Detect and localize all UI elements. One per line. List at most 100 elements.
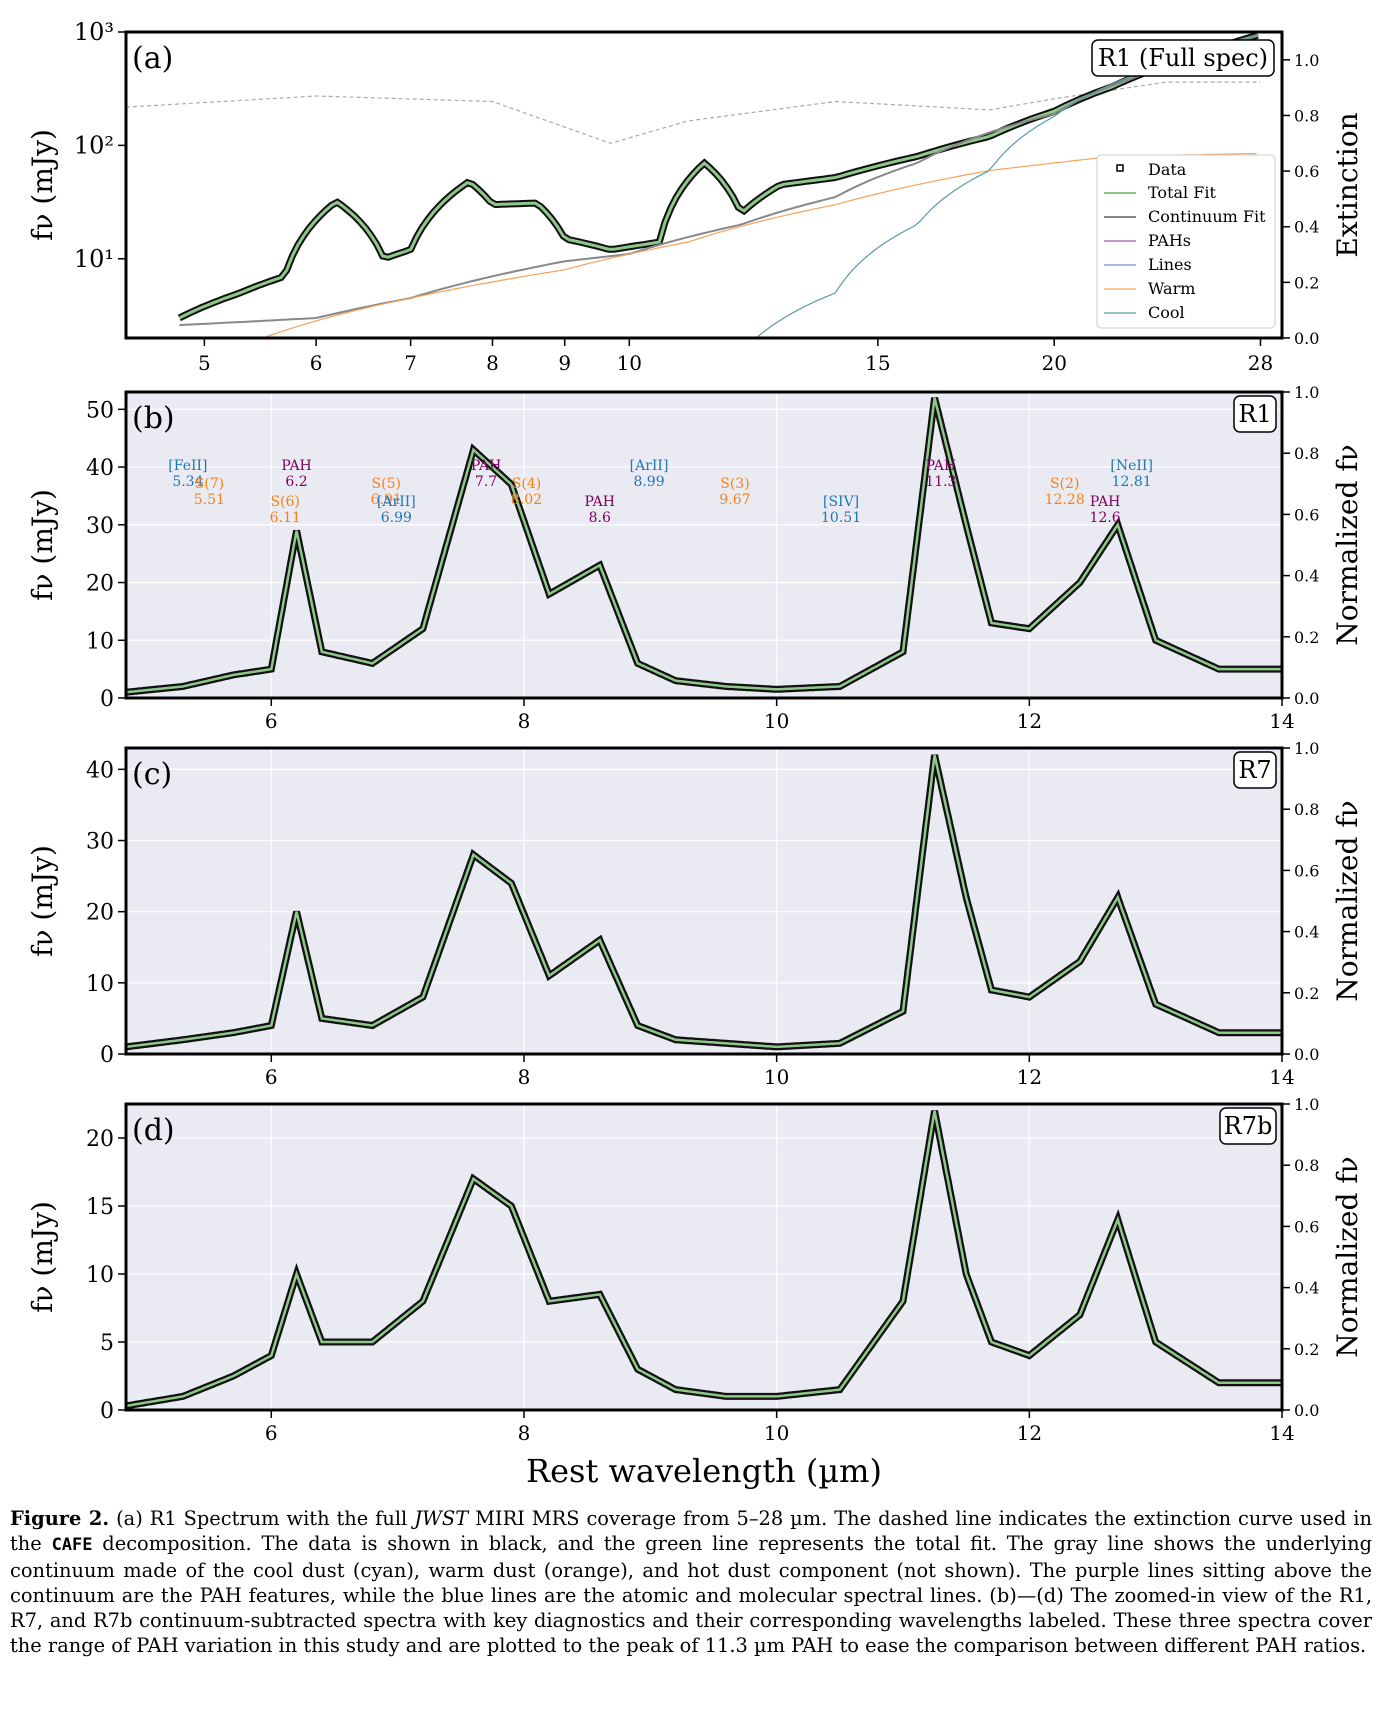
x-tick-label: 5 [198, 351, 211, 375]
legend-data-marker [1116, 164, 1124, 172]
total-fit-line [125, 754, 1282, 1049]
figure: (a) R1 (Full spec) fν (mJy) Extinction 5… [26, 18, 1364, 1490]
y-tick-label: 20 [86, 572, 114, 597]
caption-text: decomposition. The data is shown in blac… [10, 1532, 1372, 1657]
total-fit-line [125, 397, 1282, 694]
y2-tick-label: 0.2 [1294, 1340, 1319, 1359]
y2-axis-label: Normalized fν [1331, 800, 1364, 1001]
y2-tick-label: 0.0 [1294, 329, 1319, 348]
legend-item: Total Fit [1148, 183, 1216, 202]
caption-cafe: CAFE [51, 1535, 93, 1555]
legend-item: Lines [1148, 255, 1192, 274]
annotation-name: S(5) [372, 476, 401, 492]
panel-label: (b) [132, 401, 175, 436]
x-tick-label: 14 [1269, 709, 1294, 733]
annotation-wavelength: 12.28 [1045, 492, 1085, 508]
x-tick-label: 9 [558, 351, 571, 375]
y-tick-label: 10 [86, 972, 114, 997]
panel-b: (b) R1 fν (mJy) Normalized fν 6 8 10 12 14 0 1… [26, 383, 1364, 733]
figure-caption: Figure 2. (a) R1 Spectrum with the full … [10, 1506, 1372, 1658]
y-tick-label: 15 [86, 1195, 114, 1220]
x-tick-label: 15 [865, 351, 890, 375]
y2-axis-label: Normalized fν [1331, 444, 1364, 645]
x-tick-label: 6 [265, 1065, 278, 1089]
y-tick-label: 0 [100, 1399, 114, 1424]
plot-b-area [125, 392, 1282, 699]
annotation-wavelength: 6.99 [381, 510, 412, 526]
x-tick-label: 8 [486, 351, 499, 375]
annotation-name: S(4) [512, 476, 541, 492]
series-line [262, 152, 1257, 339]
annotation-name: [FeII] [168, 458, 207, 474]
annotation-name: S(3) [720, 476, 749, 492]
y2-tick-label: 1.0 [1294, 739, 1319, 758]
x-tick-label: 12 [1017, 1065, 1042, 1089]
x-tick-label: 6 [265, 709, 278, 733]
annotation-wavelength: 11.3 [925, 474, 956, 490]
caption-text: MIRI MRS coverage from 5–28 µm. The dash… [10, 1507, 1372, 1555]
y-axis-label: fν (mJy) [26, 129, 59, 241]
y-axis-label: fν (mJy) [26, 1201, 59, 1313]
annotation-wavelength: 6.91 [371, 492, 402, 508]
annotation-wavelength: 12.6 [1090, 510, 1121, 526]
axis-ticks-a: 5 6 7 8 9 10 15 20 28 10¹ 10² 10³ 0.0 0.2 0.4 0.6 0.8 1.0 [74, 18, 1320, 375]
total-fit-line [125, 1110, 1282, 1408]
x-tick-label: 20 [1041, 351, 1066, 375]
annotation-wavelength: 6.11 [270, 510, 301, 526]
x-tick-label: 7 [404, 351, 417, 375]
y2-tick-label: 0.4 [1294, 567, 1319, 586]
annotation-wavelength: 5.51 [194, 492, 225, 508]
annotation-name: PAH [471, 458, 501, 474]
y2-tick-label: 0.6 [1294, 861, 1319, 880]
y-axis-label: fν (mJy) [26, 489, 59, 601]
panel-d: (d) R7b fν (mJy) Normalized fν 6 8 10 12 140… [26, 1095, 1364, 1445]
annotation-wavelength: 6.2 [285, 474, 307, 490]
annotation-wavelength: 10.51 [821, 510, 861, 526]
annotation-name: PAH [585, 494, 615, 510]
y2-tick-label: 0.2 [1294, 628, 1319, 647]
annotation-name: PAH [926, 458, 956, 474]
y-tick-label: 10 [86, 1263, 114, 1288]
caption-label: Figure 2. [10, 1507, 110, 1530]
x-tick-label: 8 [518, 1421, 531, 1445]
panel-tag: R1 (Full spec) [1098, 44, 1268, 72]
annotation-name: S(2) [1050, 476, 1079, 492]
y-tick-label: 0 [100, 1043, 114, 1068]
x-tick-label: 10 [764, 1421, 789, 1445]
y-tick-label: 30 [86, 830, 114, 855]
y2-tick-label: 0.0 [1294, 1045, 1319, 1064]
annotation-name: PAH [1090, 494, 1120, 510]
x-tick-label: 6 [265, 1421, 278, 1445]
panel-label: (a) [132, 41, 173, 76]
y2-tick-label: 0.8 [1294, 1156, 1319, 1175]
annotation-wavelength: 7.7 [475, 474, 497, 490]
legend-item: PAHs [1148, 231, 1191, 250]
y2-tick-label: 0.0 [1294, 1401, 1319, 1420]
y2-tick-label: 0.8 [1294, 106, 1319, 125]
y-tick-label: 40 [86, 456, 114, 481]
y-tick-label: 10³ [74, 18, 114, 46]
y2-tick-label: 0.2 [1294, 984, 1319, 1003]
x-tick-label: 14 [1269, 1421, 1294, 1445]
y-tick-label: 40 [86, 758, 114, 783]
y-tick-label: 10 [86, 629, 114, 654]
caption-jwst: JWST [414, 1507, 469, 1530]
annotation-wavelength: 8.99 [633, 474, 664, 490]
y-tick-label: 0 [100, 687, 114, 712]
panel-tag: R7b [1224, 1112, 1273, 1140]
y-tick-label: 10² [74, 131, 114, 159]
y2-tick-label: 1.0 [1294, 51, 1319, 70]
annotation-name: [ArII] [630, 458, 669, 474]
y-axis-label: fν (mJy) [26, 845, 59, 957]
panel-label: (c) [132, 757, 172, 792]
y2-tick-label: 0.0 [1294, 689, 1319, 708]
legend-item: Data [1148, 160, 1187, 179]
y2-tick-label: 0.4 [1294, 923, 1319, 942]
panel-label: (d) [132, 1113, 175, 1148]
x-tick-label: 10 [764, 709, 789, 733]
x-tick-label: 28 [1248, 351, 1273, 375]
y2-tick-label: 1.0 [1294, 1095, 1319, 1114]
y-tick-label: 5 [100, 1331, 114, 1356]
annotation-wavelength: 5.34 [172, 474, 203, 490]
